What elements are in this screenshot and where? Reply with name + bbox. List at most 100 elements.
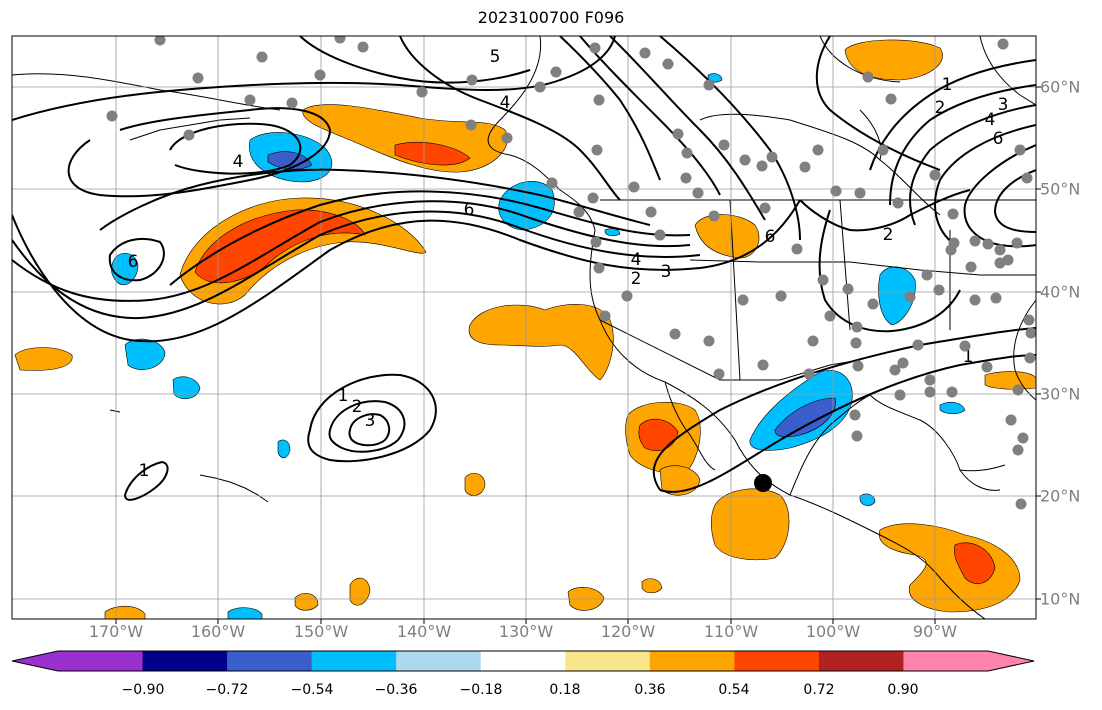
station-marker [897,357,909,369]
station-marker [830,185,842,197]
station-marker [718,139,730,151]
contour-label: 2 [631,269,642,289]
station-marker [662,58,674,70]
contour-label: 1 [338,386,349,406]
station-marker [862,71,874,83]
lon-label: 90°W [912,622,958,641]
contour-label: 1 [139,461,150,481]
contour-label: 3 [365,411,376,431]
station-marker [669,328,681,340]
station-marker [1023,314,1035,326]
colorbar-label: 0.90 [887,682,919,698]
station-marker [817,274,829,286]
lat-label: 20°N [1040,486,1081,506]
colorbar-segment [396,651,482,671]
contour-label-layer: 5 4 4 6 6 4 3 2 6 1 2 3 4 6 2 1 1 2 3 1 [128,47,1009,481]
station-marker [867,298,879,310]
station-marker [791,243,803,255]
lon-label: 130°W [498,622,554,641]
station-marker [692,187,704,199]
station-marker [244,94,256,106]
station-marker [593,94,605,106]
station-marker [645,206,657,218]
station-marker [849,409,861,421]
lon-label: 140°W [396,622,452,641]
colorbar-outline [11,650,1035,672]
station-marker [621,290,633,302]
station-marker [851,321,863,333]
station-marker [573,206,585,218]
station-marker [959,340,971,352]
station-marker [587,192,599,204]
station-marker [1002,254,1014,266]
colorbar-label: 0.18 [549,682,581,698]
contour-label: 2 [935,98,946,118]
station-marker [183,129,195,141]
station-marker [851,430,863,442]
station-marker [965,261,977,273]
colorbar-segment [649,651,735,671]
lon-label: 100°W [805,622,861,641]
station-marker [946,386,958,398]
colorbar-segment [58,651,144,671]
coastline-layer [12,36,1036,619]
station-marker [680,172,692,184]
station-marker [885,93,897,105]
contour-label: 1 [963,347,974,367]
station-marker [703,335,715,347]
station-marker [589,42,601,54]
station-marker [739,154,751,166]
contour-label: 3 [661,262,672,282]
colorbar-label: 0.36 [634,682,666,698]
station-marker [737,294,749,306]
station-marker [654,229,666,241]
station-marker [1025,327,1036,339]
station-marker [877,144,889,156]
lon-label: 150°W [293,622,349,641]
contour-label: 2 [352,397,363,417]
station-marker [593,262,605,274]
station-marker [889,364,901,376]
station-marker [286,97,298,109]
colorbar [11,650,1035,672]
contour-label: 6 [765,227,776,247]
station-marker [803,368,815,380]
station-marker [546,177,558,189]
station-marker [807,335,819,347]
colorbar-segment [311,651,397,671]
colorbar-label: −0.54 [290,682,334,698]
anomaly-fill-layer [14,39,1036,619]
station-marker [756,160,768,172]
station-marker [929,169,941,181]
station-marker [1012,384,1024,396]
location-marker [754,474,772,492]
station-marker [894,389,906,401]
colorbar-segment [480,651,566,671]
station-marker [639,47,651,59]
station-marker [912,339,924,351]
contour-label: 3 [998,95,1009,115]
station-marker [628,181,640,193]
contour-label: 6 [464,200,475,220]
station-marker [990,292,1002,304]
station-marker [947,208,959,220]
station-marker [465,119,477,131]
lon-label: 120°W [600,622,656,641]
station-marker [933,284,945,296]
lat-label: 50°N [1040,179,1081,199]
colorbar-label: 0.72 [803,682,835,698]
station-marker [106,110,118,122]
station-markers [106,36,1036,510]
station-marker [1024,352,1036,364]
station-marker [708,210,720,222]
station-marker [334,36,346,44]
station-marker [1017,432,1029,444]
station-marker [590,236,602,248]
station-marker [854,187,866,199]
station-marker [314,69,326,81]
station-marker [904,291,916,303]
colorbar-label: −0.90 [121,682,165,698]
station-marker [852,360,864,372]
colorbar-extend-high [988,651,1034,671]
station-marker [759,202,771,214]
